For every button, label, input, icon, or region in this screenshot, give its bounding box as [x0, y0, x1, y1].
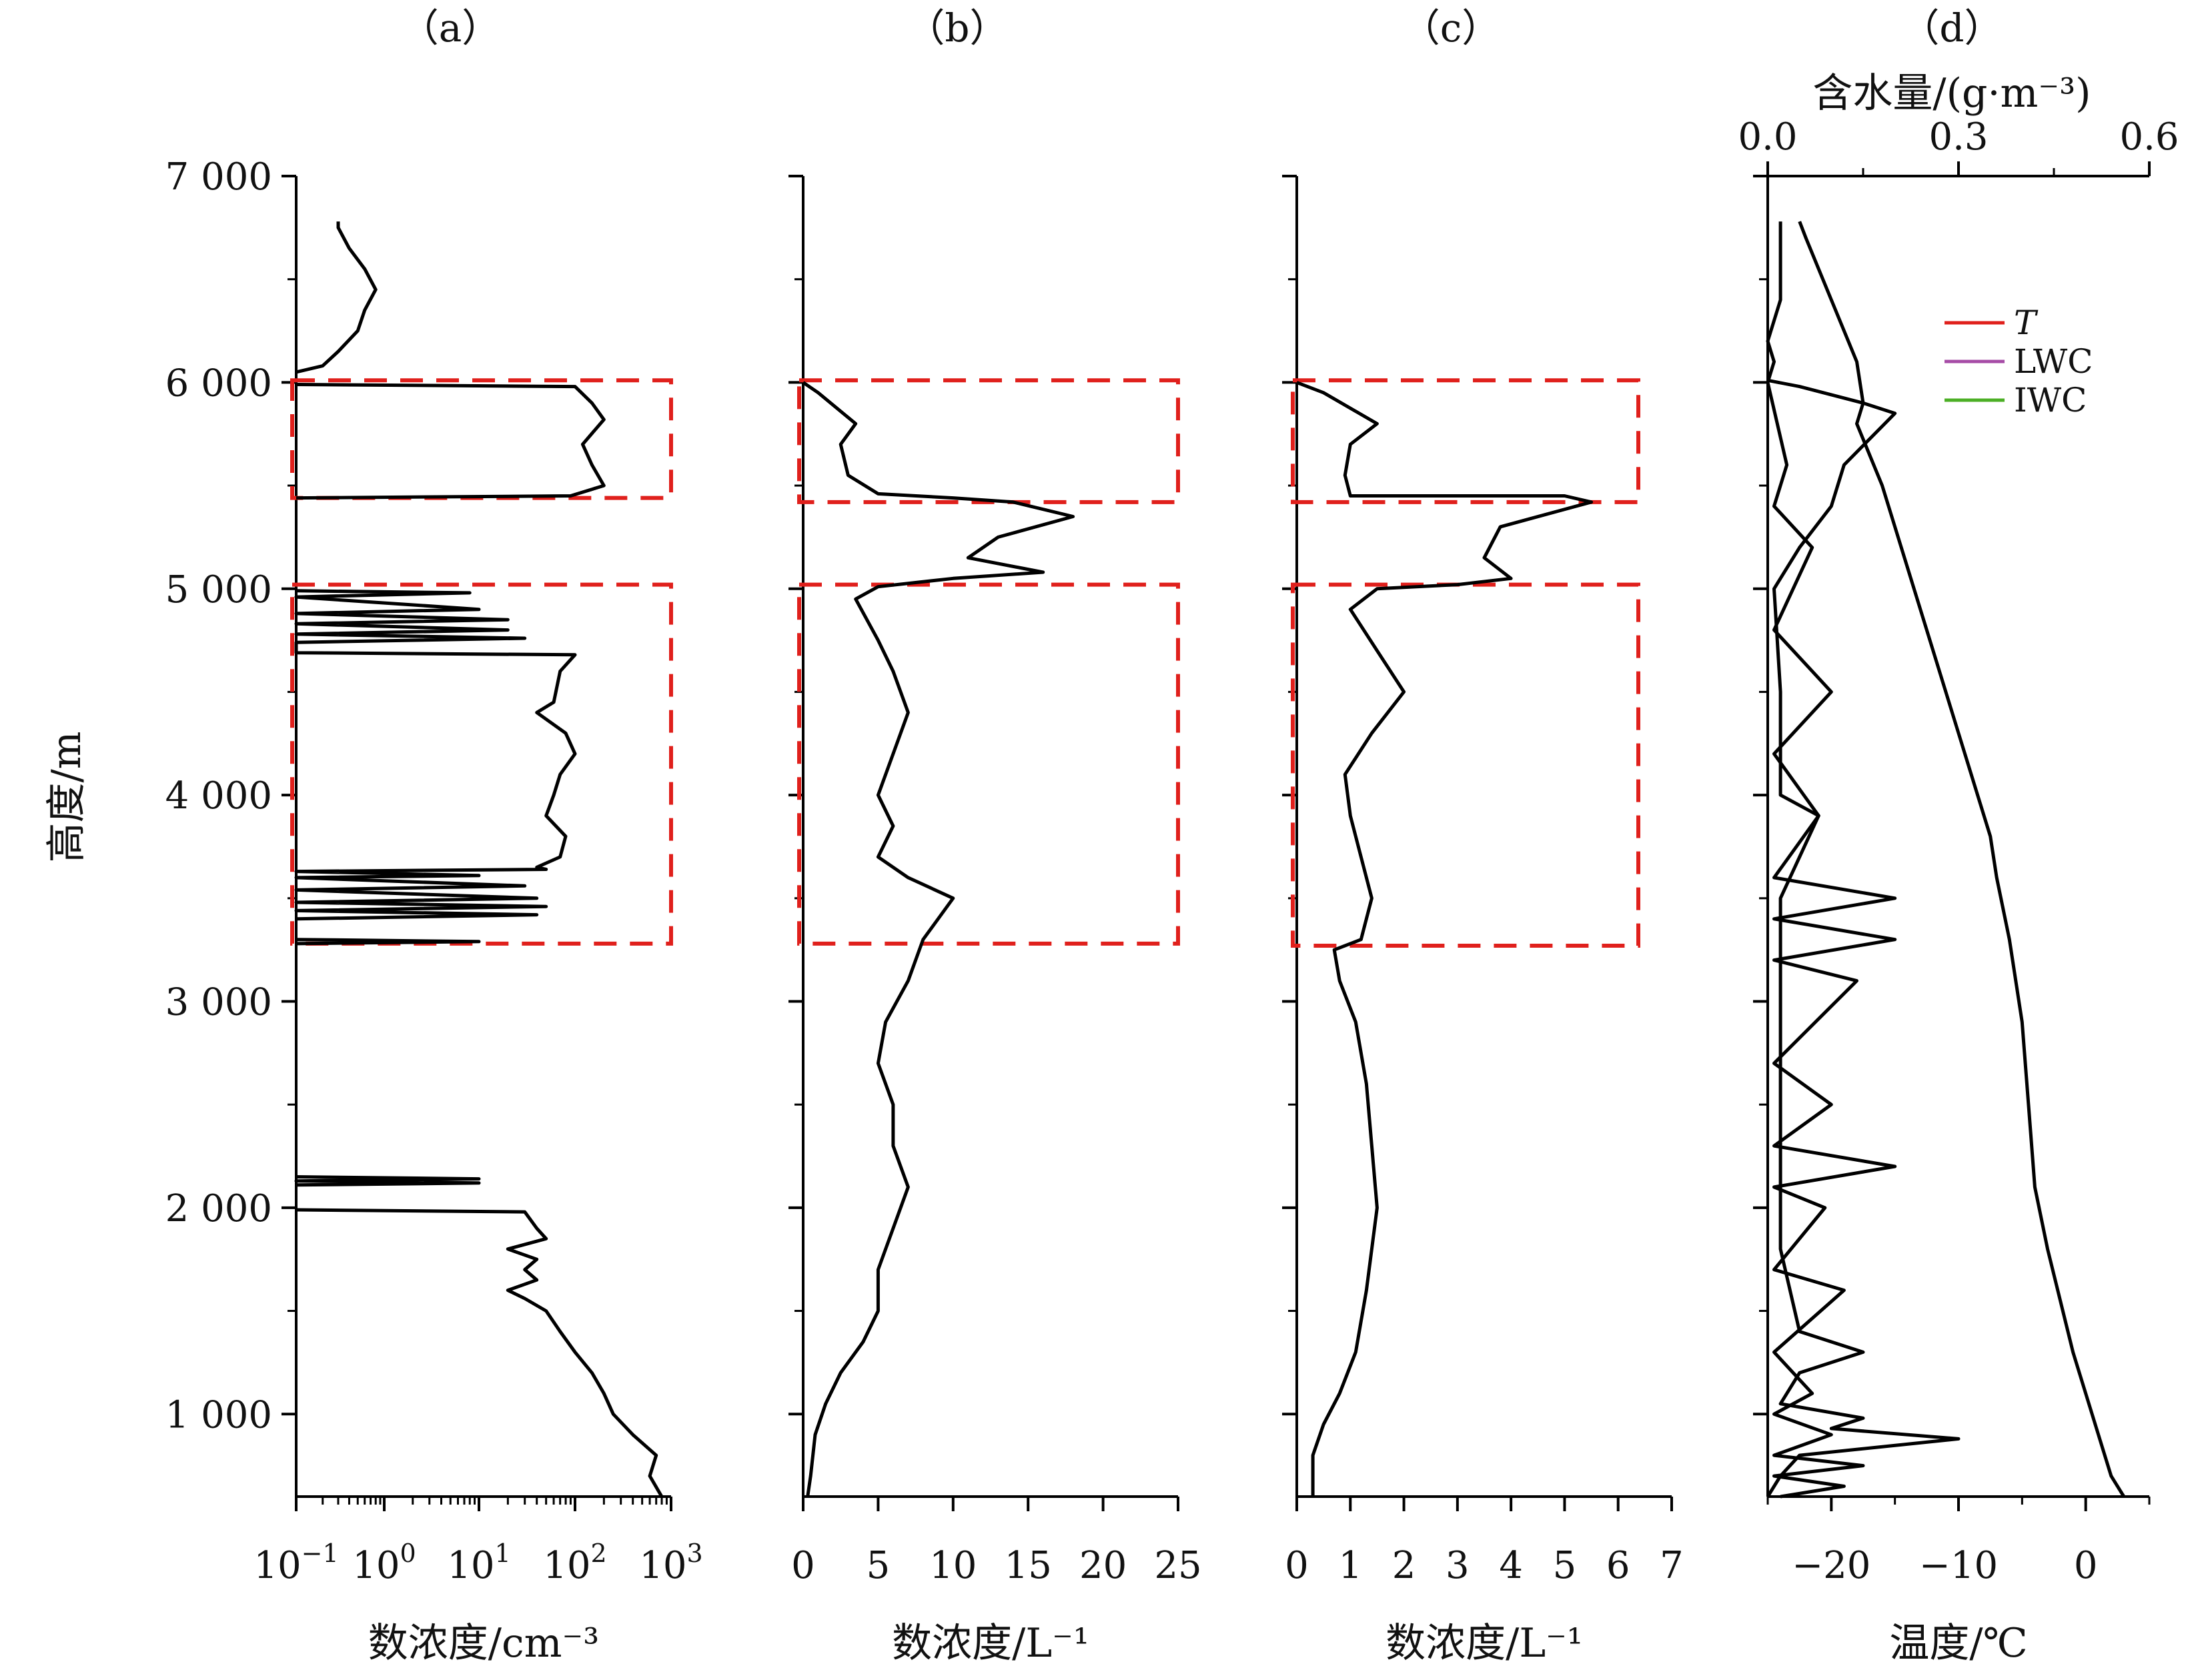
- highlight-box: [797, 378, 1180, 504]
- series-line-iwc: [1766, 221, 1897, 1499]
- x-tick-label: 6: [1606, 1544, 1630, 1587]
- legend-label-lwc: LWC: [2014, 342, 2093, 381]
- series-line: [296, 383, 606, 500]
- x-axis-title: 温度/℃: [1889, 1620, 2027, 1667]
- series-line: [294, 589, 577, 921]
- x-tick-label: 103: [639, 1539, 702, 1587]
- x-tick-label: 15: [1005, 1544, 1052, 1587]
- legend-label-iwc: IWC: [2014, 381, 2087, 419]
- x-tick-label: −10: [1919, 1544, 1998, 1587]
- x-tick-label: 0: [791, 1544, 815, 1587]
- series-line: [296, 221, 378, 374]
- y-tick-label: 1 000: [165, 1393, 272, 1437]
- x-tick-label: 20: [1079, 1544, 1127, 1587]
- x-axis-title: 数浓度/L⁻¹: [1386, 1620, 1583, 1667]
- x-tick-label: 101: [447, 1539, 510, 1587]
- y-tick-label: 2 000: [165, 1187, 272, 1230]
- y-tick-label: 4 000: [165, 774, 272, 818]
- y-tick-label: 3 000: [165, 981, 272, 1024]
- y-tick-label: 5 000: [165, 568, 272, 612]
- x-tick-label: 3: [1446, 1544, 1470, 1587]
- highlight-box: [797, 582, 1180, 946]
- highlight-box: [290, 582, 673, 946]
- series-line-lwc: [1766, 378, 1961, 1498]
- panel-label-d: （d）: [1900, 5, 2003, 51]
- panel-d: （d） −20 −10 0 温度/℃ 0.0 0.3 0.6 含水量/(g·m⁻³) TLWCIW…: [1738, 5, 2179, 1667]
- x-tick-label: 0: [1285, 1544, 1309, 1587]
- highlight-box: [1291, 582, 1640, 948]
- series-line: [294, 1175, 481, 1187]
- series-line: [296, 1208, 664, 1498]
- panel-label-a: （a）: [400, 5, 501, 51]
- x-tick-label: 2: [1392, 1544, 1416, 1587]
- top-x-tick-label: 0.0: [1738, 115, 1797, 159]
- series-line: [1296, 381, 1594, 1497]
- top-x-tick-label: 0.6: [2119, 115, 2179, 159]
- x-tick-label: 1: [1338, 1544, 1362, 1587]
- x-tick-label: 10: [929, 1544, 977, 1587]
- x-tick-label: −20: [1792, 1544, 1870, 1587]
- x-tick-label: 100: [352, 1539, 416, 1587]
- y-axis-title: 高度/m: [43, 731, 90, 862]
- panel-c: （c） 0 1 2 3 4 5 6 7 数浓度/L⁻¹: [1282, 5, 1684, 1667]
- x-axis-title: 数浓度/L⁻¹: [892, 1620, 1089, 1667]
- x-tick-label: 5: [1553, 1544, 1577, 1587]
- x-tick-label: 4: [1499, 1544, 1523, 1587]
- y-tick-label: 6 000: [165, 361, 272, 405]
- x-axis-title: 数浓度/cm⁻³: [368, 1620, 599, 1667]
- panel-label-b: （b）: [906, 5, 1008, 51]
- panel-a: （a） 1 000 2 000 3 000 4 000 5 000 6 000 7 000 10…: [165, 5, 703, 1667]
- x-tick-label: 102: [543, 1539, 606, 1587]
- x-tick-label: 5: [867, 1544, 891, 1587]
- x-tick-label: 10−1: [253, 1539, 338, 1587]
- x-tick-label: 25: [1154, 1544, 1201, 1587]
- y-tick-label: 7 000: [165, 155, 272, 199]
- series-line: [296, 938, 481, 946]
- top-axis-title: 含水量/(g·m⁻³): [1812, 70, 2091, 117]
- panel-label-c: （c）: [1402, 5, 1500, 51]
- top-x-tick-label: 0.3: [1928, 115, 1988, 159]
- series-line-t: [1798, 221, 2126, 1498]
- highlight-box: [1291, 378, 1640, 504]
- x-tick-label: 0: [2074, 1544, 2098, 1587]
- series-line: [802, 381, 1075, 1497]
- panel-b: （b） 0 5 10 15 20 25 数浓度/L⁻¹: [788, 5, 1202, 1667]
- x-tick-label: 7: [1660, 1544, 1684, 1587]
- highlight-box: [290, 378, 673, 500]
- legend-label-t: T: [2014, 303, 2039, 342]
